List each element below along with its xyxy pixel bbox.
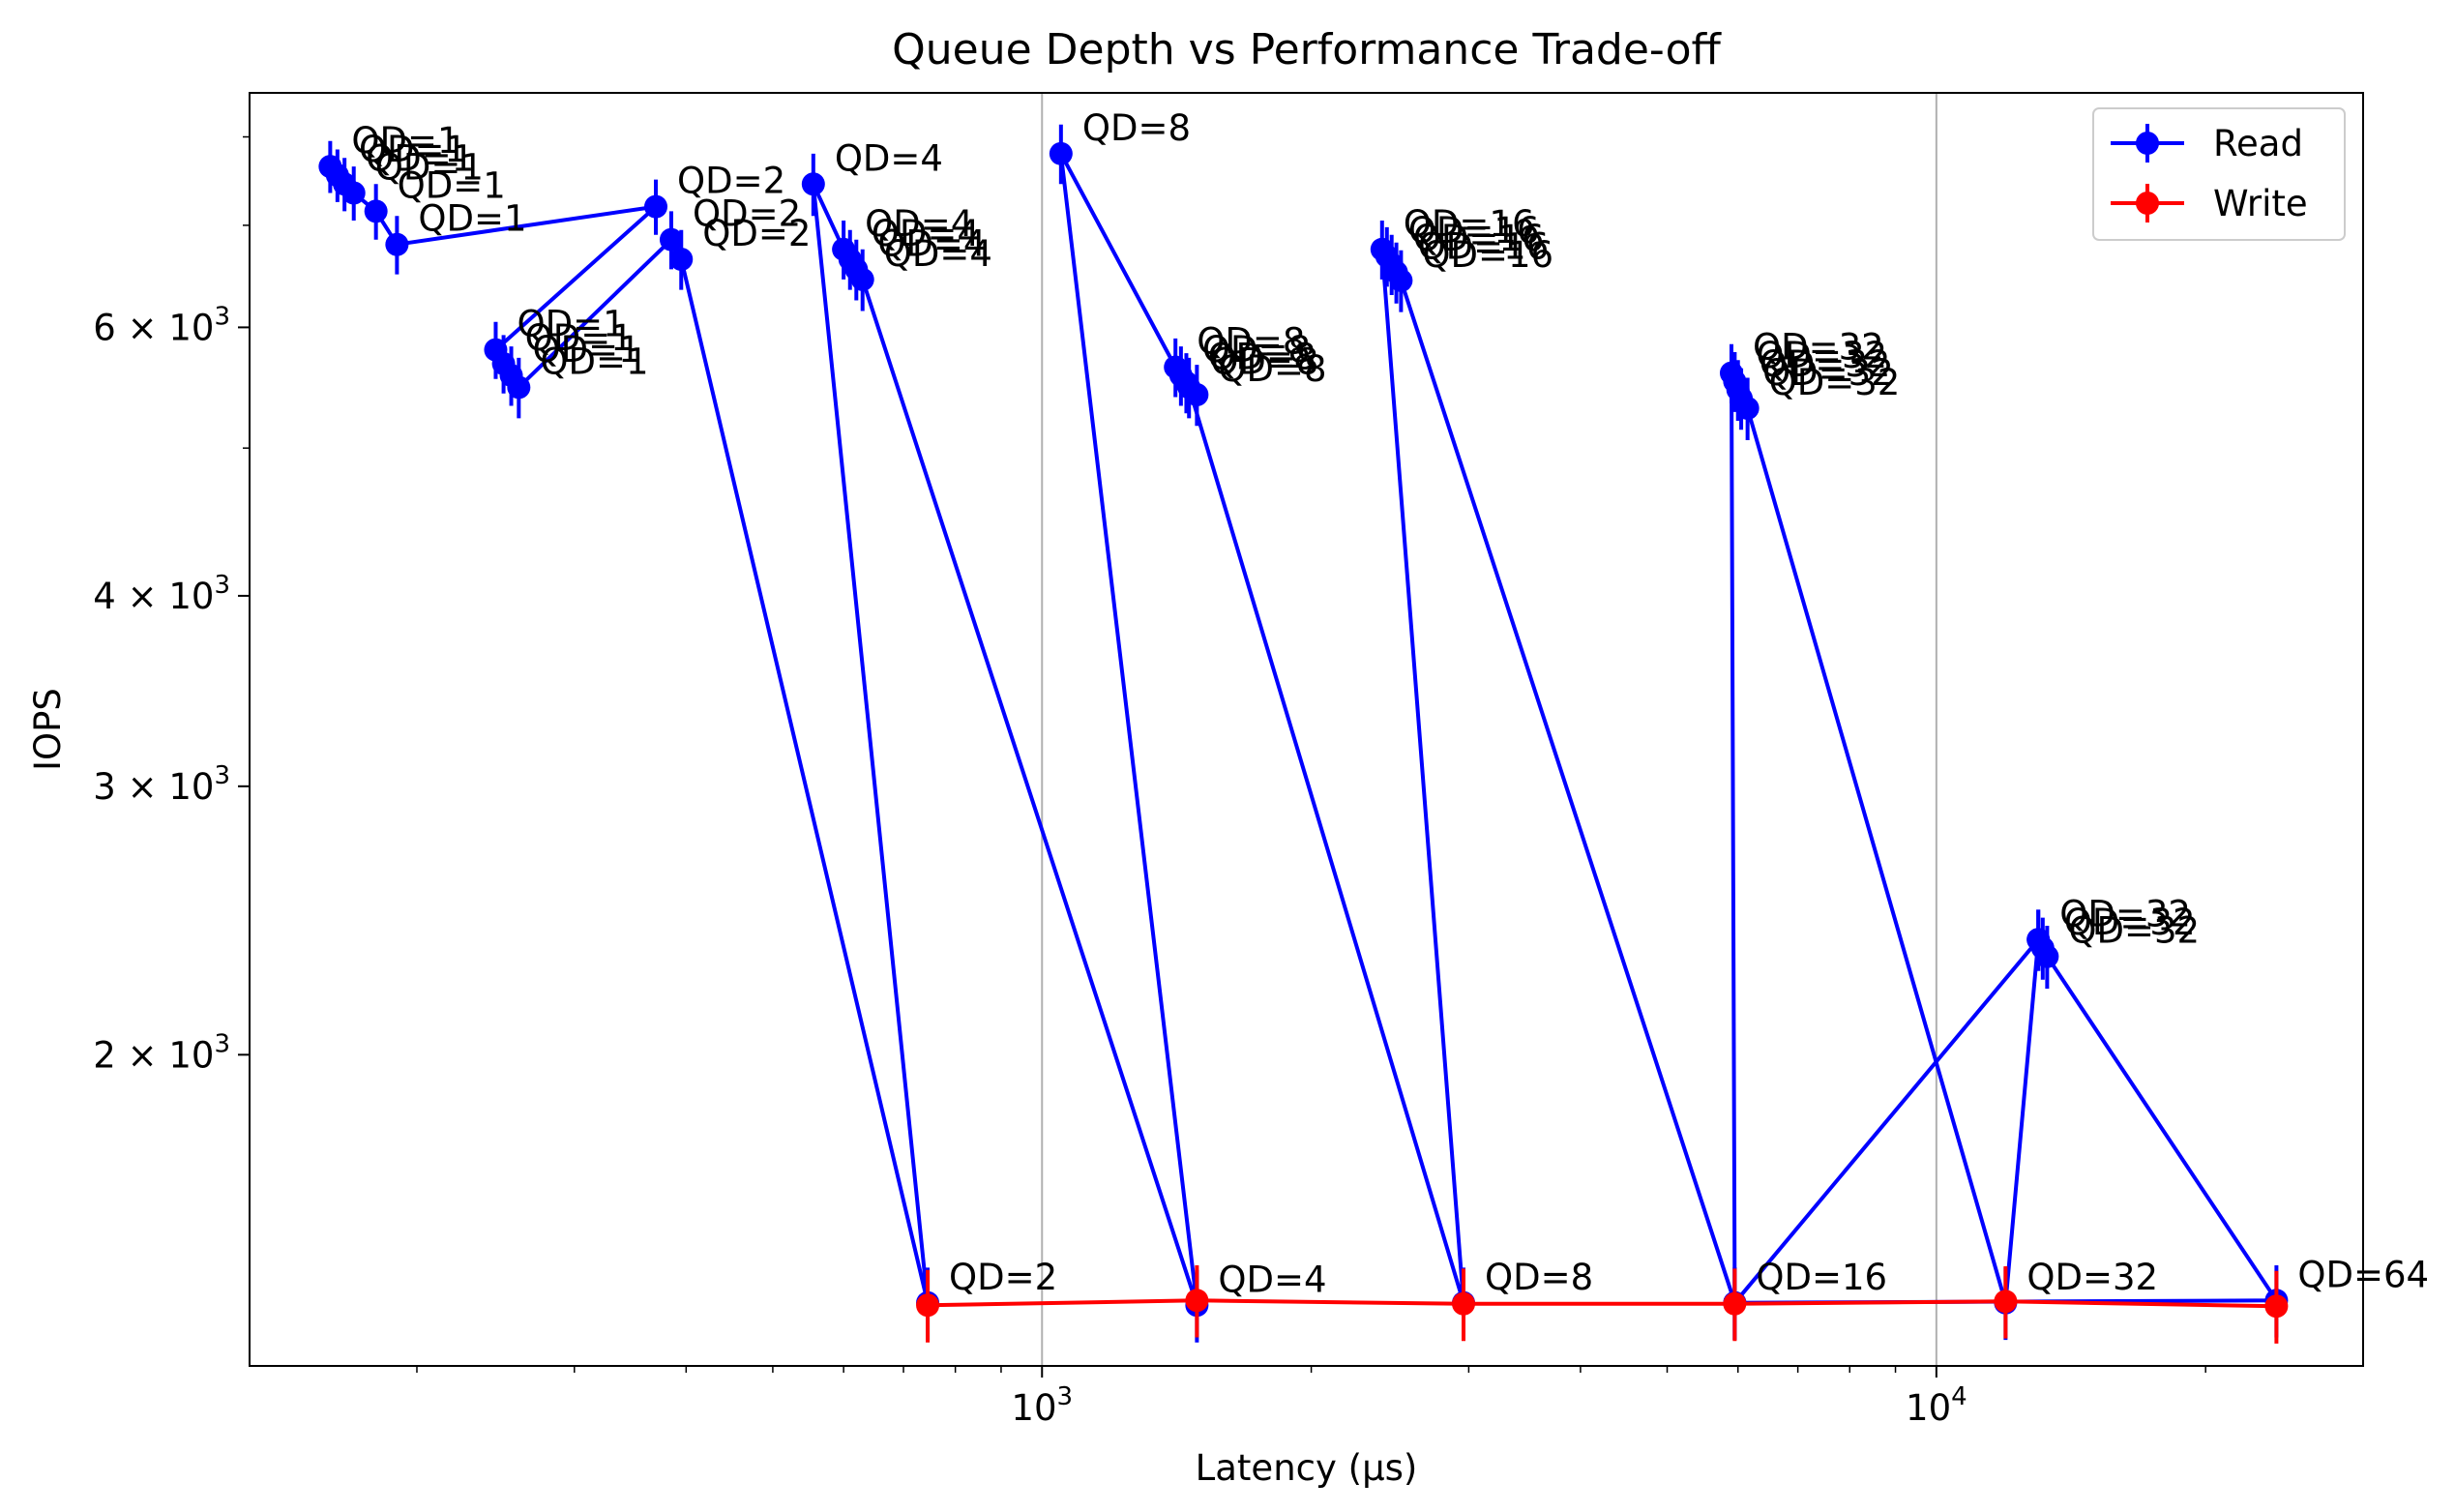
- y-axis-label: IOPS: [27, 688, 69, 771]
- data-point: [916, 1293, 940, 1318]
- point-label: QD=8: [1485, 1257, 1593, 1298]
- point-label: QD=8: [1197, 321, 1305, 363]
- data-point: [364, 199, 388, 223]
- legend-marker: [2136, 132, 2159, 155]
- point-label: QD=32: [2068, 910, 2200, 952]
- point-label: QD=8: [1218, 348, 1326, 390]
- point-label: QD=32: [1756, 335, 1887, 376]
- point-label: QD=32: [1762, 352, 1894, 394]
- point-label: QD=1: [366, 137, 474, 179]
- series-write: [916, 1265, 2289, 1344]
- point-label: QD=2: [949, 1257, 1057, 1298]
- data-point: [341, 181, 366, 205]
- grid-layer: [1041, 93, 1937, 1366]
- point-label: QD=4: [835, 137, 943, 179]
- data-point: [850, 267, 874, 291]
- data-point: [1049, 141, 1073, 165]
- data-point: [507, 375, 531, 400]
- y-tick-label: 2 × 103: [93, 1029, 230, 1076]
- data-point: [1452, 1291, 1476, 1316]
- legend-label: Write: [2213, 183, 2308, 224]
- point-label: QD=16: [1408, 210, 1540, 252]
- data-point: [1994, 1290, 2018, 1314]
- x-tick-label: 103: [1011, 1382, 1073, 1429]
- data-point: [1735, 397, 1760, 421]
- point-label: QD=8: [1210, 341, 1318, 382]
- point-label: QD=1: [351, 120, 459, 162]
- x-axis-label: Latency (μs): [1196, 1447, 1418, 1489]
- point-label: QD=32: [2064, 902, 2196, 943]
- chart-title: Queue Depth vs Performance Trade-off: [892, 25, 1722, 74]
- point-label: QD=4: [884, 233, 992, 275]
- point-label: QD=1: [525, 317, 634, 359]
- point-label: QD=2: [677, 161, 785, 202]
- point-label: QD=4: [872, 213, 980, 254]
- point-label: QD=32: [1753, 327, 1884, 369]
- point-label: QD=8: [1202, 329, 1311, 371]
- point-label: QD=4: [865, 203, 973, 245]
- point-label: QD=32: [1769, 362, 1901, 403]
- point-label: QD=1: [517, 304, 625, 345]
- point-label-layer: QD=1QD=1QD=1QD=1QD=1QD=1QD=2QD=1QD=1QD=1…: [351, 107, 2429, 1300]
- point-label: QD=16: [1413, 218, 1545, 259]
- data-point: [659, 227, 683, 252]
- point-label: QD=16: [1756, 1257, 1887, 1298]
- tick-layer: 103 104 2 × 103 3 × 103 4 × 103 6 × 103: [93, 135, 2206, 1429]
- data-point: [1177, 375, 1201, 400]
- plot-frame: [249, 92, 2364, 1367]
- point-label: QD=8: [1082, 107, 1191, 149]
- y-tick-label: 4 × 103: [93, 571, 230, 617]
- data-point: [1185, 1289, 1209, 1313]
- data-point: [669, 248, 694, 272]
- point-label: QD=2: [702, 213, 811, 254]
- legend: Read Write: [2092, 107, 2346, 241]
- data-point: [2026, 928, 2051, 952]
- point-label: QD=1: [398, 164, 506, 206]
- data-point: [2264, 1294, 2289, 1319]
- data-point: [644, 194, 668, 219]
- data-point: [801, 172, 825, 196]
- point-label: QD=1: [533, 329, 641, 371]
- data-point: [1723, 1291, 1747, 1316]
- point-label: QD=16: [1422, 234, 1553, 276]
- legend-marker: [2136, 192, 2159, 215]
- data-point: [1389, 268, 1413, 292]
- y-tick-label: 3 × 103: [93, 761, 230, 808]
- point-label: QD=16: [1418, 226, 1550, 268]
- point-label: QD=1: [540, 341, 648, 382]
- point-label: QD=4: [877, 222, 986, 264]
- legend-label: Read: [2213, 123, 2303, 164]
- point-label: QD=8: [1207, 336, 1316, 377]
- data-point: [385, 232, 409, 256]
- series-line: [927, 1298, 2277, 1309]
- point-label: QD=1: [375, 147, 484, 189]
- point-label: QD=4: [1218, 1259, 1326, 1300]
- point-label: QD=2: [693, 193, 801, 235]
- x-tick-label: 104: [1906, 1382, 1967, 1429]
- point-label: QD=1: [359, 129, 467, 170]
- point-label: QD=16: [1404, 203, 1535, 245]
- point-label: QD=32: [2059, 893, 2191, 934]
- y-tick-label: 6 × 103: [93, 302, 230, 348]
- point-label: QD=1: [418, 198, 526, 240]
- point-label: QD=32: [2026, 1257, 2158, 1298]
- series-layer: [318, 124, 2289, 1344]
- point-label: QD=32: [1760, 343, 1891, 385]
